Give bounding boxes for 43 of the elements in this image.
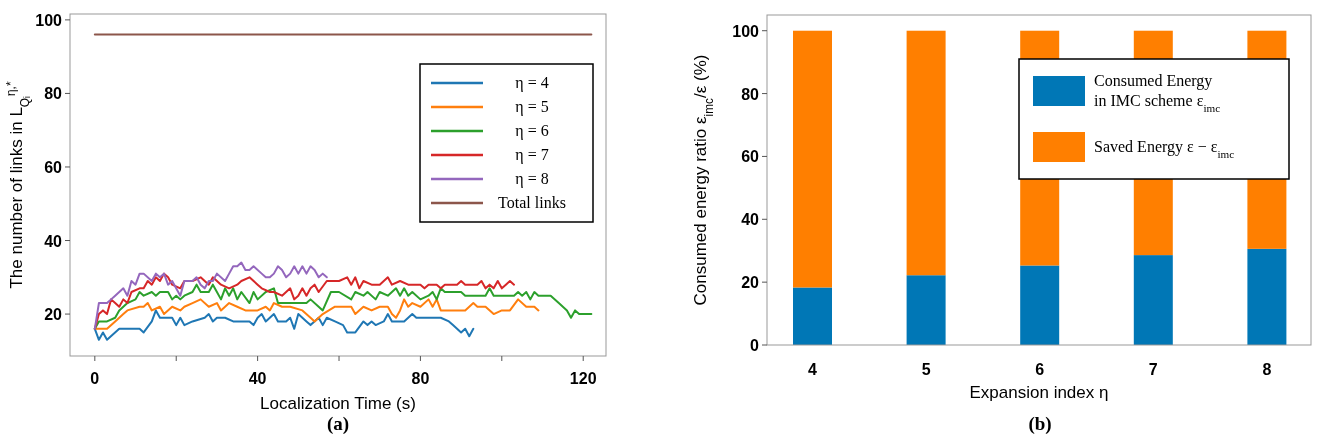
legend-label: Consumed Energy in IMC scheme ε$_{imc}$ (1094, 72, 1221, 114)
bar (906, 30, 946, 276)
legend-label: η = 5 (515, 98, 549, 116)
bar (1020, 265, 1060, 345)
legend-label: η = 8 (515, 170, 549, 188)
y-tick-label: 80 (44, 85, 63, 103)
legend-label: Total links (498, 194, 566, 211)
x-tick-label: 5 (921, 361, 931, 378)
text: (b) (1028, 413, 1052, 435)
bar (906, 275, 946, 345)
y-tick-label: 20 (44, 306, 63, 324)
x-tick-label: 7 (1148, 361, 1158, 378)
line-series (93, 283, 593, 330)
line-series (93, 309, 475, 341)
y-tick-label: 20 (741, 274, 760, 292)
legend-label: Saved Energy ε − ε$_{imc}$ (1094, 138, 1235, 160)
bar (1133, 255, 1173, 345)
y-tick-label: 40 (741, 211, 760, 229)
y-tick-label: 60 (44, 158, 63, 176)
line-series (93, 298, 540, 330)
x-tick-label: 0 (90, 370, 100, 387)
y-tick-label: 100 (35, 11, 63, 29)
legend-label: η = 4 (515, 74, 549, 92)
x-axis-title: Expansion index η (969, 383, 1109, 402)
x-tick-label: 8 (1262, 361, 1272, 378)
y-tick-label: 60 (741, 148, 760, 166)
x-axis-title: Localization Time (s) (260, 394, 416, 413)
text: (a) (326, 413, 350, 435)
x-tick-label: 6 (1035, 361, 1045, 378)
bar (793, 30, 832, 288)
y-tick-label: 100 (732, 22, 760, 40)
y-tick-label: 0 (750, 337, 760, 354)
legend-label: η = 6 (515, 122, 549, 140)
x-tick-label: 40 (248, 370, 267, 387)
legend-label: η = 7 (515, 146, 549, 164)
line-series (93, 261, 328, 330)
x-tick-label: 120 (569, 370, 597, 387)
x-tick-label: 80 (411, 370, 430, 387)
y-tick-label: 80 (741, 85, 760, 103)
x-tick-label: 4 (808, 361, 818, 378)
bar (1247, 248, 1287, 345)
y-tick-label: 40 (44, 232, 63, 250)
bar (793, 287, 832, 345)
